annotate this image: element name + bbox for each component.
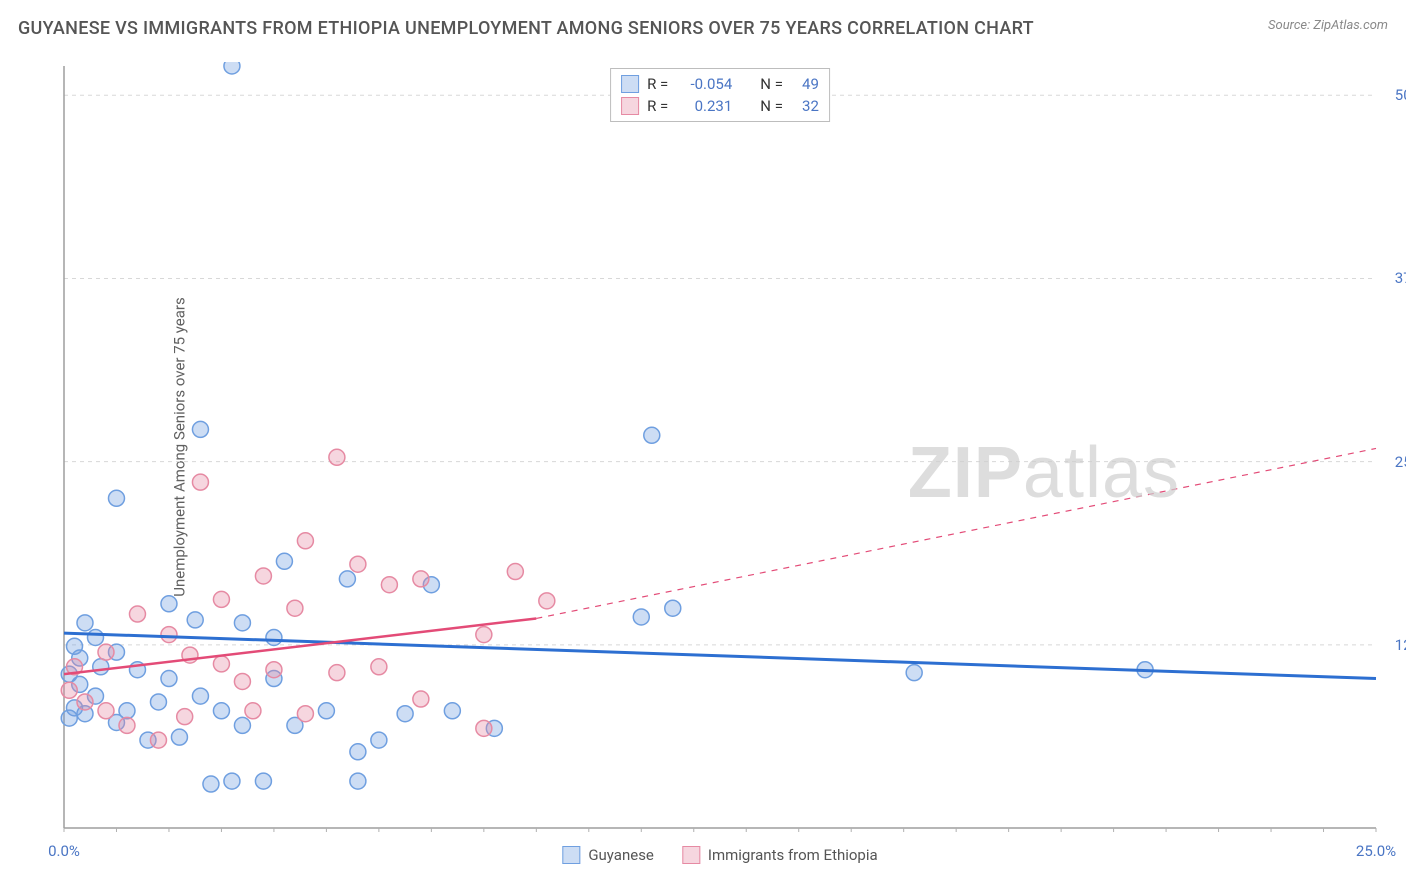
legend-label: Guyanese xyxy=(588,846,654,864)
y-tick-label: 12.5% xyxy=(1395,636,1406,654)
x-tick-label: 25.0% xyxy=(1356,842,1396,860)
scatter-plot xyxy=(60,62,1380,832)
correlation-legend: R = -0.054 N = 49 R = 0.231 N = 32 xyxy=(610,68,830,122)
r-value: 0.231 xyxy=(676,95,732,117)
series-legend: Guyanese Immigrants from Ethiopia xyxy=(562,846,877,864)
r-label: R = xyxy=(647,95,668,117)
legend-label: Immigrants from Ethiopia xyxy=(708,846,878,864)
chart-area: Unemployment Among Seniors over 75 years… xyxy=(60,62,1380,832)
chart-title: GUYANESE VS IMMIGRANTS FROM ETHIOPIA UNE… xyxy=(18,18,1034,39)
legend-swatch xyxy=(621,97,639,115)
y-tick-label: 25.0% xyxy=(1395,453,1406,471)
source-label: Source: ZipAtlas.com xyxy=(1268,18,1388,33)
y-tick-label: 50.0% xyxy=(1395,86,1406,104)
legend-swatch xyxy=(621,75,639,93)
legend-row: R = 0.231 N = 32 xyxy=(621,95,819,117)
header-bar: GUYANESE VS IMMIGRANTS FROM ETHIOPIA UNE… xyxy=(18,18,1388,39)
n-label: N = xyxy=(760,73,783,95)
legend-swatch xyxy=(562,846,580,864)
n-value: 49 xyxy=(791,73,819,95)
y-tick-label: 37.5% xyxy=(1395,269,1406,287)
legend-swatch xyxy=(682,846,700,864)
r-value: -0.054 xyxy=(676,73,732,95)
n-label: N = xyxy=(760,95,783,117)
legend-item: Guyanese xyxy=(562,846,654,864)
n-value: 32 xyxy=(791,95,819,117)
legend-row: R = -0.054 N = 49 xyxy=(621,73,819,95)
x-tick-label: 0.0% xyxy=(48,842,80,860)
r-label: R = xyxy=(647,73,668,95)
legend-item: Immigrants from Ethiopia xyxy=(682,846,878,864)
